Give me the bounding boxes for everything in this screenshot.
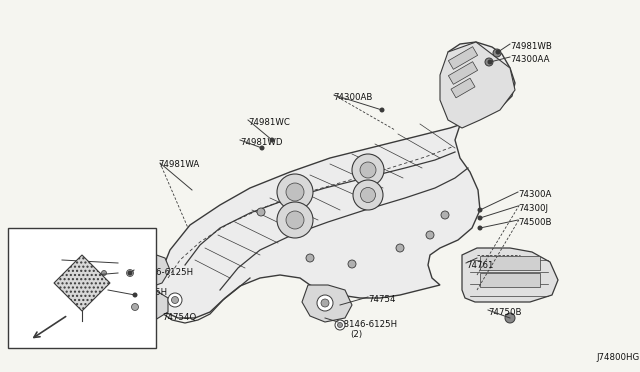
Circle shape [493,49,501,57]
Circle shape [321,299,329,307]
Text: 74300A: 74300A [518,190,552,199]
Circle shape [127,270,132,276]
Circle shape [99,268,109,278]
Text: (2): (2) [145,278,157,287]
Text: 74750B: 74750B [488,308,522,317]
Text: 74981WB: 74981WB [510,42,552,51]
Text: INSULATOR FUSIBLE: INSULATOR FUSIBLE [14,236,109,245]
Text: 74981WD: 74981WD [240,138,282,147]
Polygon shape [155,42,515,318]
Text: 74981WA: 74981WA [158,160,199,169]
Text: 74300AB: 74300AB [333,93,372,102]
Bar [449,62,477,84]
Circle shape [477,225,483,231]
Bar [480,273,540,287]
Polygon shape [118,252,170,288]
Circle shape [131,304,138,311]
Polygon shape [302,285,352,322]
Text: 74882R: 74882R [66,324,99,333]
Circle shape [380,108,385,112]
Circle shape [102,270,106,276]
Circle shape [352,154,384,186]
Text: 74761: 74761 [466,261,493,270]
Text: J74800HG: J74800HG [596,353,639,362]
Circle shape [360,187,376,202]
Bar [451,78,475,98]
Circle shape [172,296,179,304]
Text: 74754: 74754 [368,295,396,304]
Circle shape [396,244,404,252]
Circle shape [168,293,182,307]
Text: 74754N: 74754N [62,258,96,267]
Circle shape [488,60,493,64]
Polygon shape [462,248,558,302]
Circle shape [269,138,275,142]
Text: 74500B: 74500B [518,218,552,227]
Circle shape [477,215,483,221]
Circle shape [360,162,376,178]
Circle shape [317,295,333,311]
Circle shape [306,254,314,262]
Circle shape [259,145,264,151]
Text: 74754Q: 74754Q [162,313,196,322]
Text: B: B [319,298,324,304]
Bar [480,256,540,270]
Bar [8,228,156,348]
Text: FRONT: FRONT [68,293,102,318]
Text: 74300AA: 74300AA [510,55,550,64]
Text: 74750BB: 74750BB [105,310,145,319]
Circle shape [286,211,304,229]
Circle shape [348,260,356,268]
Circle shape [277,202,313,238]
Text: (2): (2) [350,330,362,339]
Circle shape [123,266,137,280]
Text: B: B [170,295,175,301]
Text: 74300J: 74300J [518,204,548,213]
Text: B: B [125,268,131,274]
Circle shape [257,208,265,216]
Circle shape [132,292,138,298]
Circle shape [337,323,342,327]
Text: 08146-6125H: 08146-6125H [108,288,167,297]
Circle shape [286,183,304,201]
Circle shape [335,320,345,330]
Circle shape [485,58,493,66]
Text: 08146-6125H: 08146-6125H [338,320,397,329]
Circle shape [441,211,449,219]
Circle shape [353,180,383,210]
Text: 08146-6125H: 08146-6125H [134,268,193,277]
Text: (2): (2) [119,298,131,307]
Circle shape [426,231,434,239]
Circle shape [477,208,483,212]
Polygon shape [54,255,110,311]
Circle shape [505,313,515,323]
Bar [449,46,477,69]
Polygon shape [118,290,168,322]
Text: 74981WC: 74981WC [248,118,290,127]
Circle shape [127,269,134,276]
Circle shape [495,49,500,55]
Text: B: B [130,302,135,308]
Text: 747503A: 747503A [54,273,93,282]
Polygon shape [440,42,515,128]
Circle shape [277,174,313,210]
Circle shape [128,300,142,314]
